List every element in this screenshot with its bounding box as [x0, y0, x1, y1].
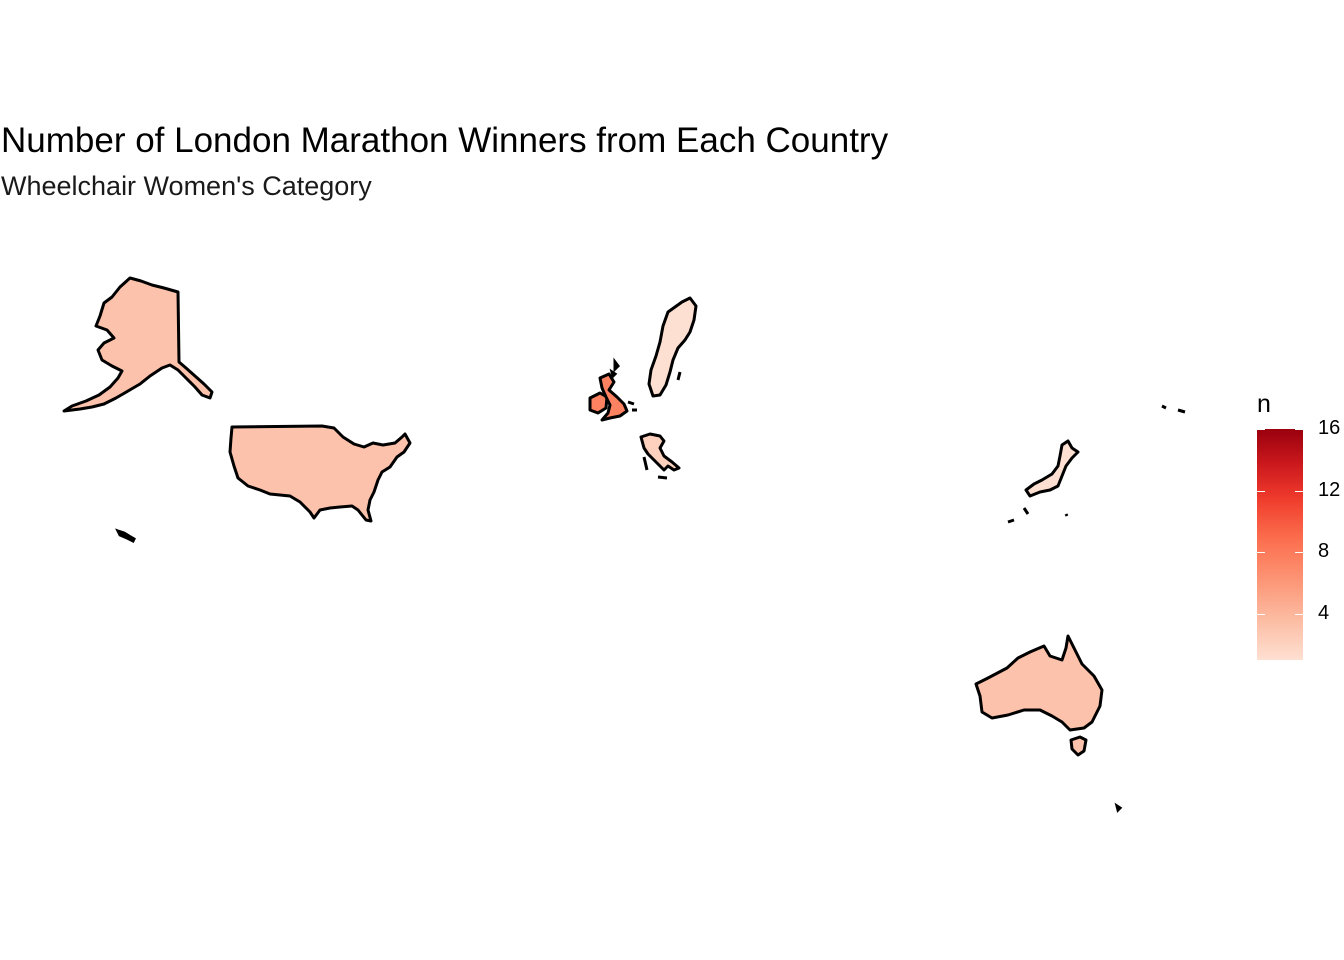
- region-australia-tasmania: [1069, 735, 1088, 757]
- legend-tick-label: 16: [1318, 417, 1341, 439]
- legend-tick-mark: [1295, 429, 1303, 430]
- legend-tick-mark: [1257, 552, 1265, 554]
- region-usa-hawaii: [115, 528, 136, 544]
- legend-title: n: [1257, 390, 1271, 418]
- region-italy-islands: [642, 456, 668, 480]
- region-uk-islands: [609, 357, 620, 379]
- region-ireland: [588, 391, 609, 415]
- page-subtitle: Wheelchair Women's Category: [1, 171, 372, 201]
- region-australia: [974, 634, 1104, 732]
- region-italy: [639, 432, 681, 472]
- region-japan-islands: [1007, 404, 1186, 524]
- region-australia-islands: [1114, 802, 1123, 813]
- legend-tick-mark: [1257, 490, 1265, 492]
- region-japan: [1024, 439, 1080, 498]
- legend-tick-mark: [1295, 552, 1303, 554]
- legend-tick-label: 12: [1318, 478, 1341, 501]
- legend-tick-mark: [1257, 613, 1265, 615]
- legend-tick-label: 4: [1318, 601, 1330, 624]
- region-sweden-islands: [627, 371, 682, 412]
- region-usa: [228, 424, 412, 523]
- legend-color-bar: [1257, 429, 1303, 660]
- region-usa-alaska: [62, 276, 214, 413]
- legend-tick-mark: [1295, 490, 1303, 492]
- legend-tick-mark: [1295, 613, 1303, 615]
- legend-tick-label: 8: [1318, 540, 1330, 563]
- legend-tick-mark: [1257, 429, 1265, 430]
- region-uk: [598, 372, 629, 422]
- region-sweden: [647, 296, 698, 398]
- page-title: Number of London Marathon Winners from E…: [1, 121, 889, 160]
